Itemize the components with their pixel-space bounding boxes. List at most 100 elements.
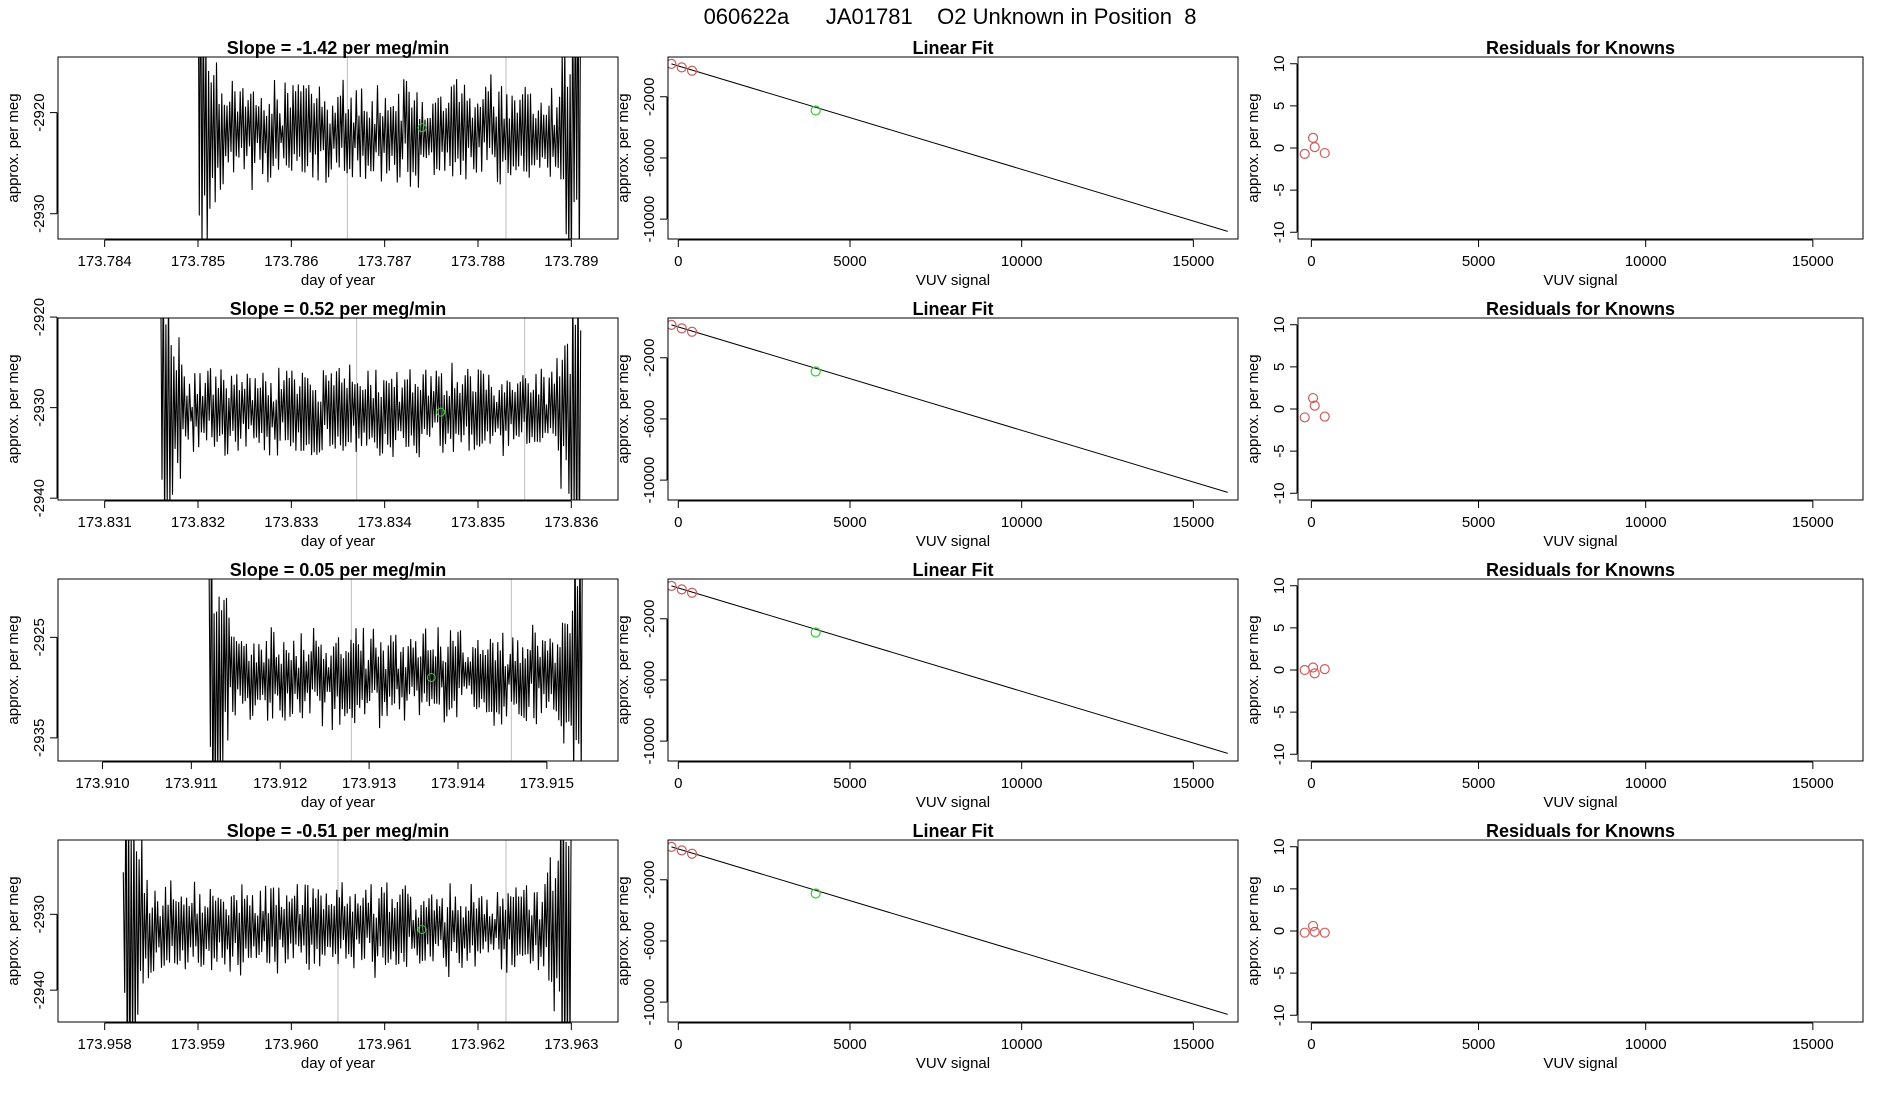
residual-point — [1307, 392, 1319, 404]
unknown-point — [810, 366, 821, 377]
x-tick-label: 0 — [674, 253, 682, 270]
plot-area — [1299, 920, 1330, 938]
x-tick-label: 15000 — [1173, 253, 1215, 270]
x-tick-label: 10000 — [1001, 775, 1043, 792]
plot-area — [122, 840, 572, 1022]
y-axis-label: approx. per meg — [615, 876, 632, 985]
x-tick-label: 10000 — [1625, 253, 1667, 270]
x-tick-label: 173.788 — [451, 253, 505, 270]
panel-title: Linear Fit — [912, 560, 993, 580]
panel-r3-c3: Residuals for Knowns 0 5000 10000 15000 VUV s… — [1245, 560, 1864, 811]
y-tick-label: -5 — [1271, 705, 1288, 718]
y-tick-label: 5 — [1271, 363, 1288, 371]
y-tick-label: -2000 — [641, 861, 658, 899]
panel-title: Residuals for Knowns — [1486, 560, 1675, 580]
signal-line — [122, 840, 572, 1022]
x-tick-label: 5000 — [1462, 775, 1495, 792]
plot-area — [668, 841, 1228, 1015]
panel-r4-c1: Slope = -0.51 per meg/min 173.958 173.959 1… — [5, 821, 619, 1072]
x-tick-label: 10000 — [1001, 253, 1043, 270]
plot-area — [1299, 132, 1330, 159]
panel-r3-c2: Linear Fit 0 5000 10000 15000 VUV signal -2000… — [615, 560, 1239, 811]
x-tick-label: 173.912 — [253, 775, 307, 792]
panel-title: Slope = -0.51 per meg/min — [227, 821, 450, 841]
panel-title: Linear Fit — [912, 38, 993, 58]
x-tick-label: 0 — [674, 1036, 682, 1053]
known-point — [668, 58, 677, 69]
panel-r2-c3: Residuals for Knowns 0 5000 10000 15000 VUV s… — [1245, 299, 1864, 550]
y-tick-label: -10 — [1271, 221, 1288, 243]
plot-area — [1299, 392, 1330, 423]
plot-frame — [667, 839, 1239, 1023]
y-axis-label: approx. per meg — [1245, 93, 1262, 202]
figure-title: 060622a JA01781 O2 Unknown in Position 8 — [703, 4, 1197, 29]
y-tick-label: 10 — [1271, 316, 1288, 333]
residual-point — [1319, 147, 1330, 159]
x-tick-label: 15000 — [1792, 514, 1834, 531]
x-axis-label: day of year — [301, 272, 375, 289]
y-tick-label: -10000 — [641, 196, 658, 243]
residual-point — [1319, 411, 1330, 422]
y-tick-label: -2930 — [31, 895, 48, 933]
residual-point — [1307, 920, 1319, 932]
known-point — [686, 326, 698, 337]
x-tick-label: 0 — [1307, 1036, 1315, 1053]
panel-title: Residuals for Knowns — [1486, 821, 1675, 841]
x-axis-label: day of year — [301, 794, 375, 811]
unknown-point — [417, 924, 427, 934]
y-tick-label: -2000 — [641, 78, 658, 116]
y-tick-label: -2940 — [31, 479, 48, 517]
x-tick-label: 0 — [674, 514, 682, 531]
y-axis-label: approx. per meg — [1245, 354, 1262, 463]
x-axis-label: VUV signal — [916, 794, 990, 811]
y-tick-label: -2920 — [31, 93, 48, 131]
residual-point — [1319, 927, 1330, 938]
y-axis-label: approx. per meg — [1245, 876, 1262, 985]
x-axis-label: VUV signal — [916, 272, 990, 289]
signal-line — [160, 318, 582, 500]
x-tick-label: 173.784 — [78, 253, 132, 270]
panel-title: Residuals for Knowns — [1486, 38, 1675, 58]
fit-line — [671, 846, 1228, 1015]
plot-area — [160, 318, 582, 500]
x-tick-label: 15000 — [1173, 514, 1215, 531]
panel-title: Residuals for Knowns — [1486, 299, 1675, 319]
y-tick-label: -10 — [1271, 1004, 1288, 1026]
residual-point — [1299, 148, 1310, 159]
fit-line — [671, 324, 1228, 493]
signal-line — [208, 579, 583, 761]
x-axis-label: VUV signal — [1543, 533, 1617, 550]
y-tick-label: -2000 — [641, 339, 658, 377]
x-axis-label: VUV signal — [916, 1055, 990, 1072]
plot-frame — [667, 56, 1239, 240]
known-point — [686, 848, 698, 859]
y-tick-label: -6000 — [641, 400, 658, 438]
y-tick-label: 10 — [1271, 55, 1288, 72]
x-tick-label: 10000 — [1625, 514, 1667, 531]
y-tick-label: 0 — [1271, 927, 1288, 935]
y-axis-label: approx. per meg — [615, 354, 632, 463]
panel-r1-c2: Linear Fit 0 5000 10000 15000 VUV signal -2000… — [615, 38, 1239, 289]
y-tick-label: -5 — [1271, 966, 1288, 979]
plot-frame — [667, 317, 1239, 501]
plot-frame — [1297, 578, 1864, 762]
x-tick-label: 0 — [674, 775, 682, 792]
x-tick-label: 173.910 — [75, 775, 129, 792]
unknown-point — [426, 673, 436, 683]
unknown-point — [417, 123, 427, 133]
unknown-point — [436, 407, 446, 417]
known-point — [676, 323, 687, 334]
x-tick-label: 15000 — [1792, 775, 1834, 792]
x-tick-label: 173.959 — [171, 1036, 225, 1053]
plot-frame — [57, 839, 619, 1023]
plot-area — [668, 580, 1228, 754]
panel-r1-c1: Slope = -1.42 per meg/min 173.784 173.785 1… — [5, 38, 619, 289]
plot-frame — [667, 578, 1239, 762]
y-tick-label: -10000 — [641, 457, 658, 504]
plot-area — [208, 579, 583, 761]
known-point — [686, 65, 698, 76]
residual-point — [1299, 412, 1310, 423]
known-point — [668, 319, 677, 330]
x-tick-label: 5000 — [1462, 1036, 1495, 1053]
